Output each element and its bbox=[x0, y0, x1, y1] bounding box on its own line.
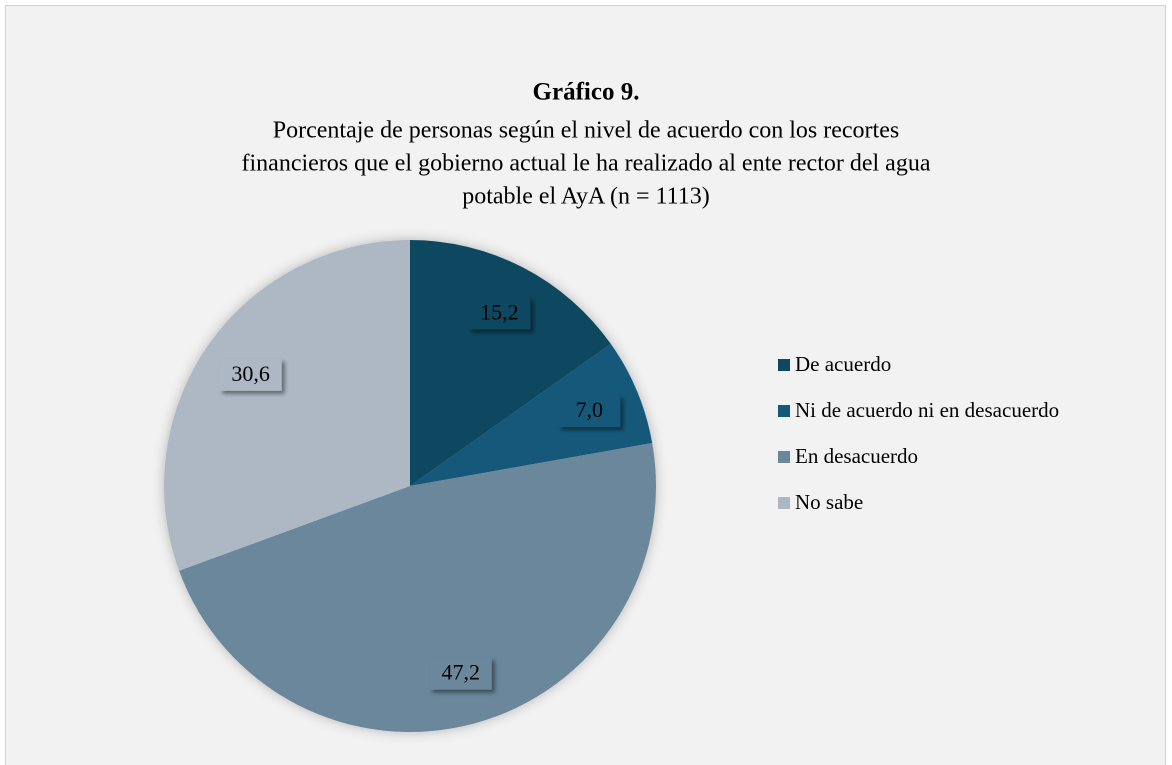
legend-swatch bbox=[778, 497, 790, 509]
legend-label: Ni de acuerdo ni en desacuerdo bbox=[795, 398, 1059, 422]
chart-subtitle: financieros que el gobierno actual le ha… bbox=[242, 151, 931, 177]
legend-swatch bbox=[778, 359, 790, 371]
legend-swatch bbox=[778, 405, 790, 417]
data-label-box bbox=[219, 358, 282, 391]
chart-subtitle: potable el AyA (n = 1113) bbox=[462, 184, 710, 210]
data-label: 7,0 bbox=[576, 397, 604, 422]
pie-slice bbox=[410, 343, 653, 486]
data-label-box bbox=[468, 297, 531, 330]
chart-subtitle: Porcentaje de personas según el nivel de… bbox=[273, 118, 899, 144]
data-label: 15,2 bbox=[480, 299, 519, 324]
data-label: 30,6 bbox=[231, 361, 270, 386]
legend-label: No sabe bbox=[795, 490, 863, 514]
pie bbox=[164, 240, 656, 732]
data-label-box bbox=[429, 657, 492, 690]
data-label: 47,2 bbox=[441, 660, 480, 685]
legend-label: De acuerdo bbox=[795, 352, 891, 376]
chart-title: Gráfico 9. bbox=[533, 79, 640, 106]
legend-swatch bbox=[778, 451, 790, 463]
pie-slice bbox=[164, 240, 410, 571]
pie-slice bbox=[410, 240, 611, 486]
legend-label: En desacuerdo bbox=[795, 444, 918, 468]
data-label-box bbox=[558, 395, 621, 428]
pie-slice bbox=[179, 442, 656, 732]
